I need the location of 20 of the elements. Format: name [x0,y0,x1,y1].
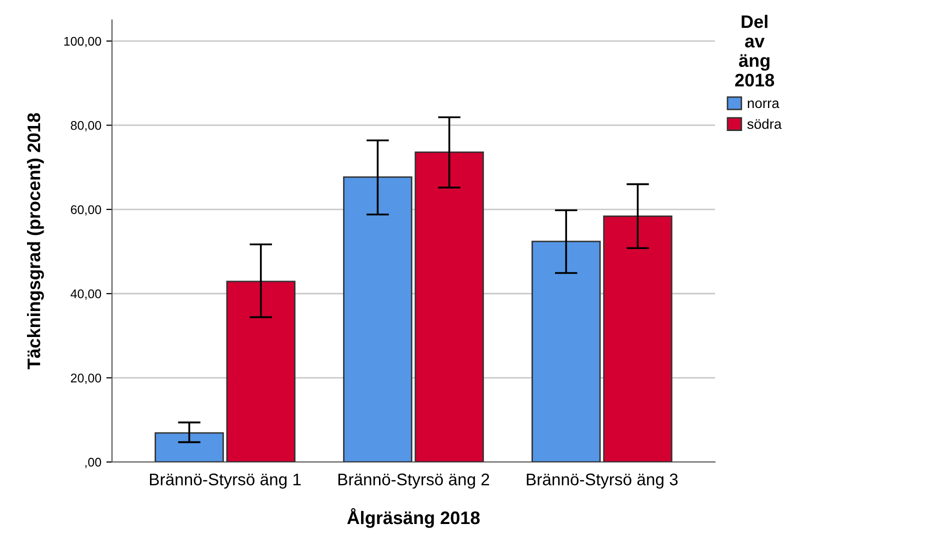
legend-title: Del av äng 2018 [735,14,774,87]
y-axis-title: Täckningsgrad (procent) 2018 [27,113,44,370]
bar [603,215,672,462]
y-tick-label: 80,00 [70,121,102,132]
x-tick-label: Brännö-Styrsö äng 1 [150,474,301,489]
y-tick-label: 40,00 [70,289,102,300]
y-tick-label: ,00 [85,458,102,468]
bar [343,176,412,462]
bar [532,240,601,462]
y-tick-label: 20,00 [70,374,102,384]
x-axis-title: Ålgräsäng 2018 [347,508,480,528]
x-tick-label: Brännö-Styrsö äng 3 [526,474,678,489]
x-tick-label: Brännö-Styrsö äng 2 [338,474,490,489]
bar [414,151,484,462]
legend-label: södra [747,118,782,129]
y-tick-label: 60,00 [70,205,102,216]
bar [226,280,296,462]
legend-label: norra [748,100,780,108]
bar [154,432,224,462]
y-tick-label: 100,00 [64,36,102,48]
